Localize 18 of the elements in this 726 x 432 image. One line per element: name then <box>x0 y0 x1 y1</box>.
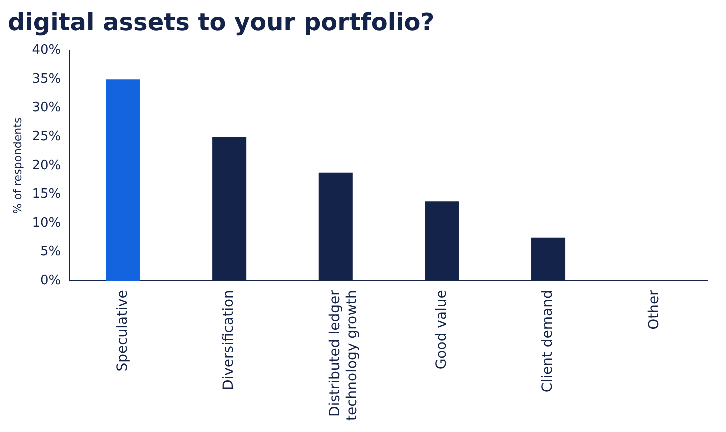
y-tick-label: 30% <box>32 100 62 116</box>
y-tick-label: 40% <box>32 43 62 58</box>
x-tick-label: Good value <box>434 290 450 370</box>
y-tick-label: 0% <box>40 273 62 288</box>
y-tick-label: 15% <box>32 187 62 202</box>
x-tick-label: Diversification <box>221 290 238 391</box>
x-tick-label: Other <box>646 290 662 330</box>
x-tick-label: Distributed ledger technology growth <box>328 290 360 422</box>
x-tick-label: Client demand <box>540 290 556 393</box>
y-tick-label: 10% <box>32 216 62 231</box>
y-tick-label: 25% <box>32 130 62 145</box>
chart-title: digital assets to your portfolio? <box>8 8 435 37</box>
y-tick-label: 5% <box>40 244 62 260</box>
y-axis-title: % of respondents <box>11 118 24 214</box>
y-tick-label: 35% <box>32 72 62 87</box>
y-tick-label: 20% <box>32 158 62 174</box>
x-tick-label: Speculative <box>114 290 131 372</box>
bar <box>106 80 140 282</box>
